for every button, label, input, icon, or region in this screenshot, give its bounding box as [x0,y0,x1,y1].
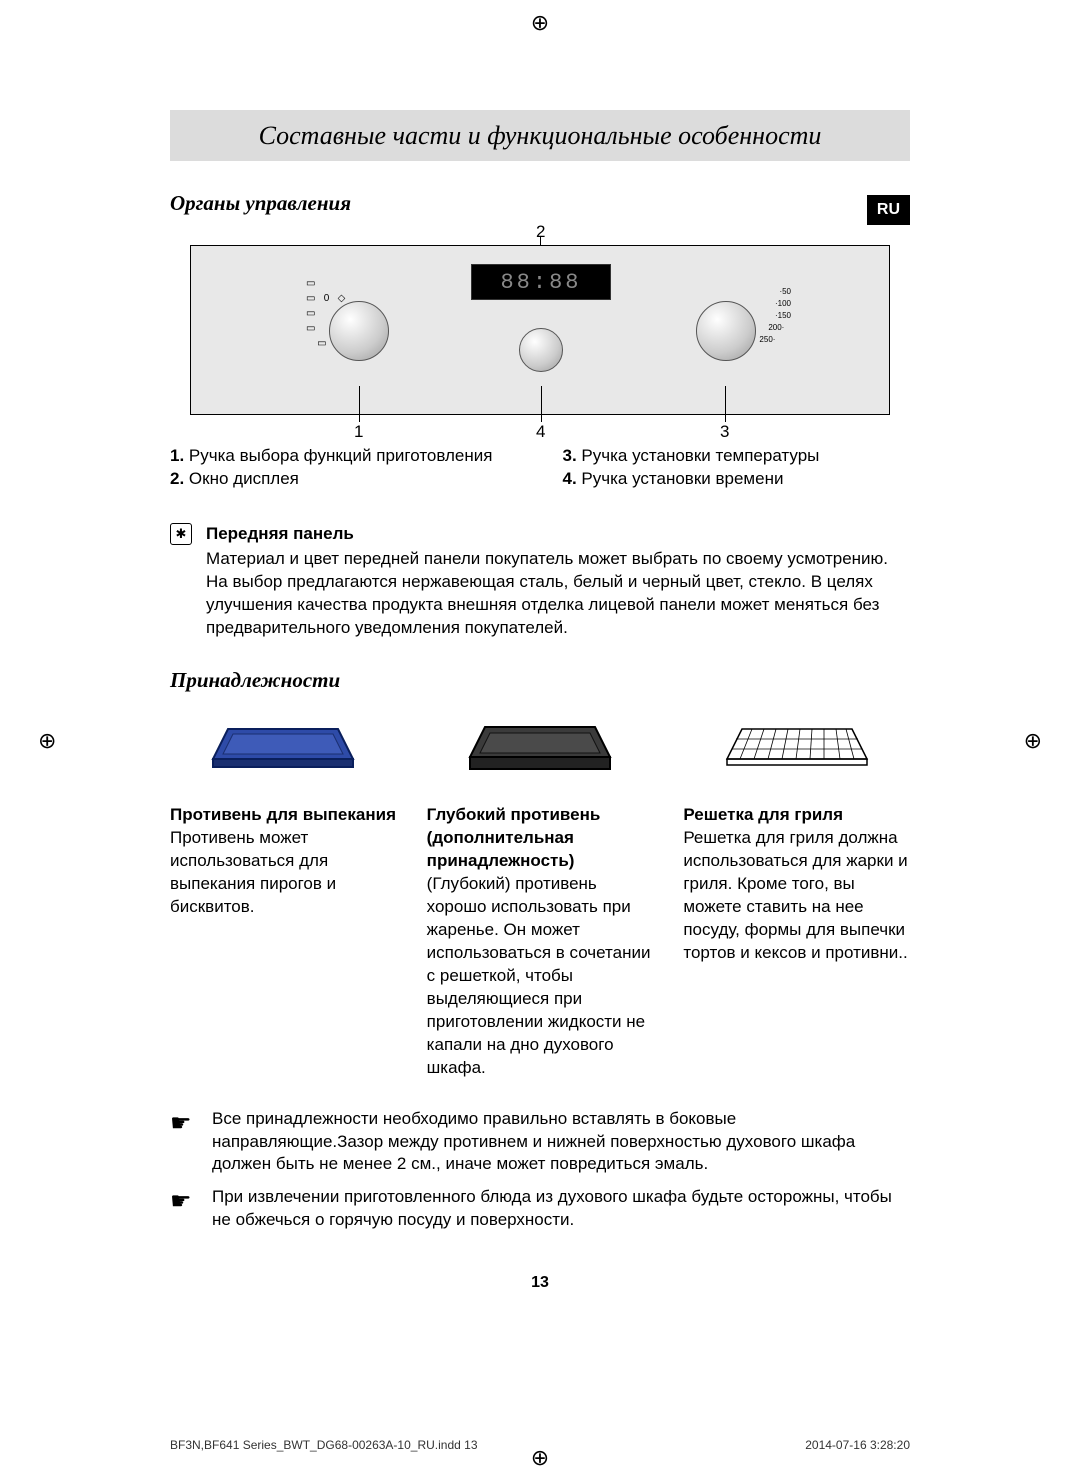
accessory-baking-tray: Противень для выпекания Противень может … [170,704,397,1079]
language-badge: RU [867,195,910,225]
accessory-title: Решетка для гриля [683,804,910,827]
registration-mark-icon: ⊕ [531,8,549,38]
accessory-deep-tray: Глубокий противень (дополнительная прина… [427,704,654,1079]
pointer-icon: ☛ [170,1108,198,1177]
legend-text: Ручка установки температуры [581,446,819,465]
section-heading-controls: Органы управления [170,189,910,217]
warning-text: При извлечении приготовленного блюда из … [212,1186,910,1232]
callout-1: 1 [354,421,363,444]
warning-note-2: ☛ При извлечении приготовленного блюда и… [170,1186,910,1232]
accessory-wire-rack: Решетка для гриля Решетка для гриля долж… [683,704,910,1079]
registration-mark-icon: ⊕ [1024,726,1042,756]
function-dial [329,301,389,361]
wire-rack-icon [683,704,910,794]
legend-text: Окно дисплея [189,469,299,488]
print-footer: BF3N,BF641 Series_BWT_DG68-00263A-10_RU.… [170,1437,910,1453]
accessories-row: Противень для выпекания Противень может … [170,704,910,1079]
section-heading-accessories: Принадлежности [170,666,910,694]
accessory-title: Глубокий противень (дополнительная прина… [427,804,654,873]
callout-line [541,386,542,422]
callout-3: 3 [720,421,729,444]
legend-right-col: 3. Ручка установки температуры 4. Ручка … [562,445,819,491]
legend-num: 2. [170,469,184,488]
footer-filename: BF3N,BF641 Series_BWT_DG68-00263A-10_RU.… [170,1437,478,1453]
note-title: Передняя панель [206,523,910,546]
accessory-body: Противень может использоваться для выпек… [170,827,397,919]
clock-display: 88:88 [471,264,611,300]
footer-timestamp: 2014-07-16 3:28:20 [805,1437,910,1453]
accessory-body: (Глубокий) противень хорошо использовать… [427,873,654,1079]
note-icon: ✱ [170,523,192,545]
callout-4: 4 [536,421,545,444]
front-panel-note: ✱ Передняя панель Материал и цвет передн… [170,523,910,640]
registration-mark-icon: ⊕ [38,726,56,756]
legend-num: 3. [562,446,576,465]
deep-tray-icon [427,704,654,794]
legend-num: 1. [170,446,184,465]
accessory-body: Решетка для гриля должна использоваться … [683,827,910,965]
control-panel: 88:88 ▭▭ 0 ◇▭ ▭▭ ▭ ▭ ·50·100·150200· 250… [190,245,890,415]
legend-text: Ручка установки времени [581,469,783,488]
legend-text: Ручка выбора функций приготовления [189,446,493,465]
pointer-icon: ☛ [170,1186,198,1232]
page-number: 13 [170,1272,910,1294]
accessory-title: Противень для выпекания [170,804,397,827]
note-body-text: Материал и цвет передней панели покупате… [206,548,910,640]
time-dial [519,328,563,372]
temperature-marks: ·50·100·150200· 250· [681,286,791,346]
baking-tray-icon [170,704,397,794]
callout-line [725,386,726,422]
warning-note-1: ☛ Все принадлежности необходимо правильн… [170,1108,910,1177]
page-title: Составные части и функциональные особенн… [170,110,910,161]
legend-num: 4. [562,469,576,488]
control-panel-diagram: 2 88:88 ▭▭ 0 ◇▭ ▭▭ ▭ ▭ ·50·100·150200· 2… [190,245,890,415]
legend-left-col: 1. Ручка выбора функций приготовления 2.… [170,445,492,491]
callout-line [359,386,360,422]
warning-text: Все принадлежности необходимо правильно … [212,1108,910,1177]
control-legend: 1. Ручка выбора функций приготовления 2.… [170,445,910,491]
